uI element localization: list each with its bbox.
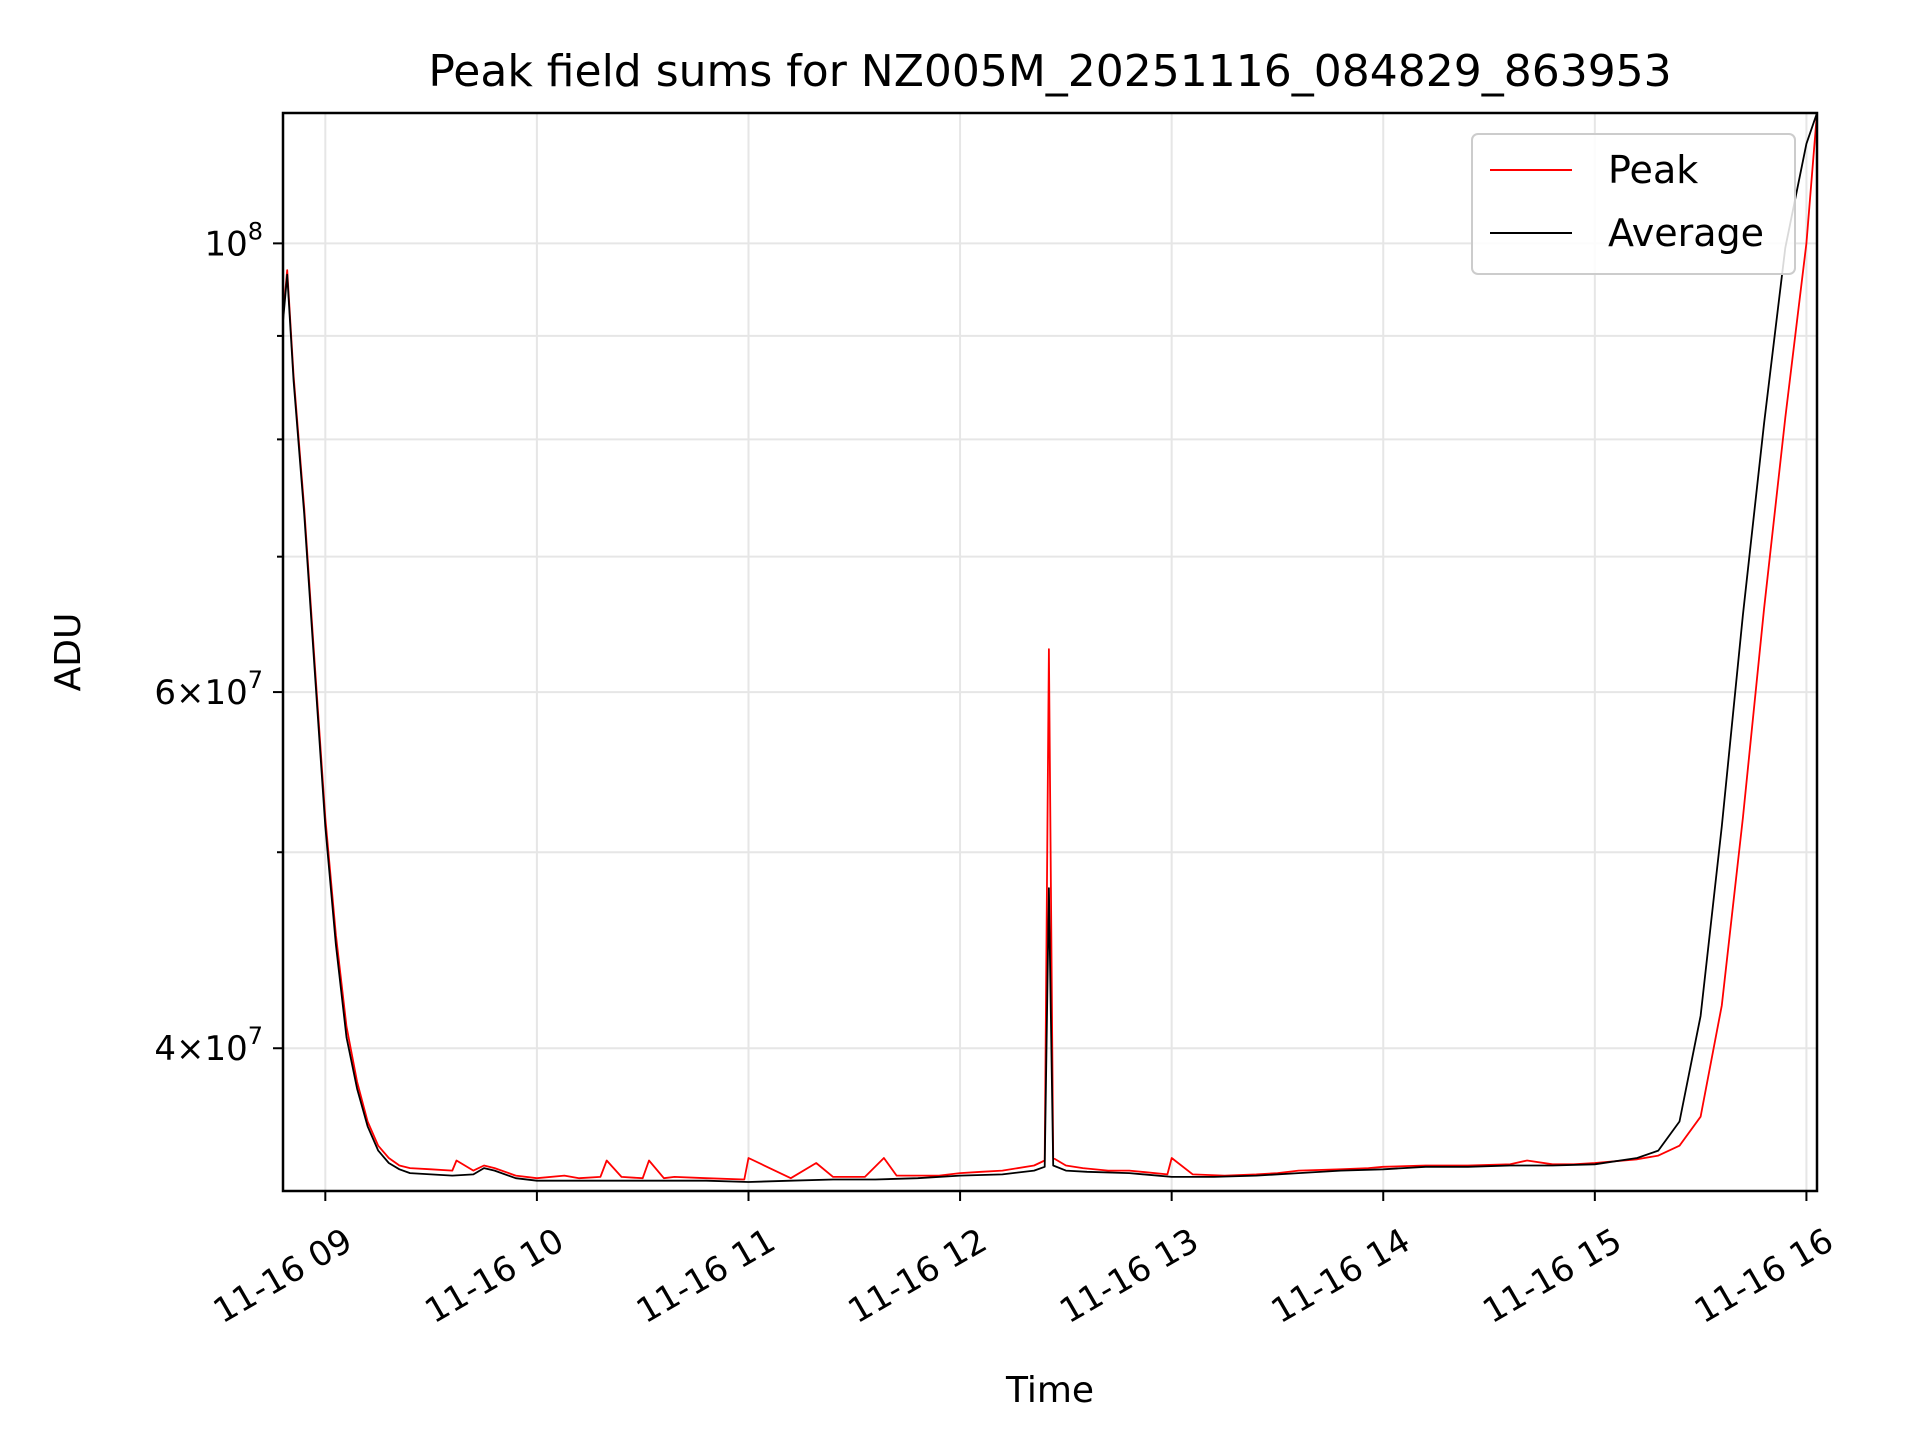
- series-lines: [283, 113, 1817, 1183]
- legend: Peak Average: [1471, 133, 1796, 275]
- legend-label-peak: Peak: [1608, 148, 1698, 192]
- x-axis-label: Time: [1005, 1370, 1094, 1411]
- legend-label-average: Average: [1608, 211, 1764, 255]
- chart-title: Peak field sums for NZ005M_20251116_0848…: [428, 46, 1671, 97]
- y-tick-label-2: 108: [204, 217, 263, 264]
- series-line-average: [283, 113, 1817, 1183]
- y-axis-label: ADU: [48, 613, 89, 692]
- series-line-peak: [283, 113, 1817, 1181]
- plot-frame: [281, 111, 1819, 1193]
- y-tick-label-0: 4×107: [154, 1022, 263, 1069]
- y-axis-ticks: 4×107 6×107 108: [154, 217, 283, 1069]
- y-tick-label-1: 6×107: [154, 666, 263, 713]
